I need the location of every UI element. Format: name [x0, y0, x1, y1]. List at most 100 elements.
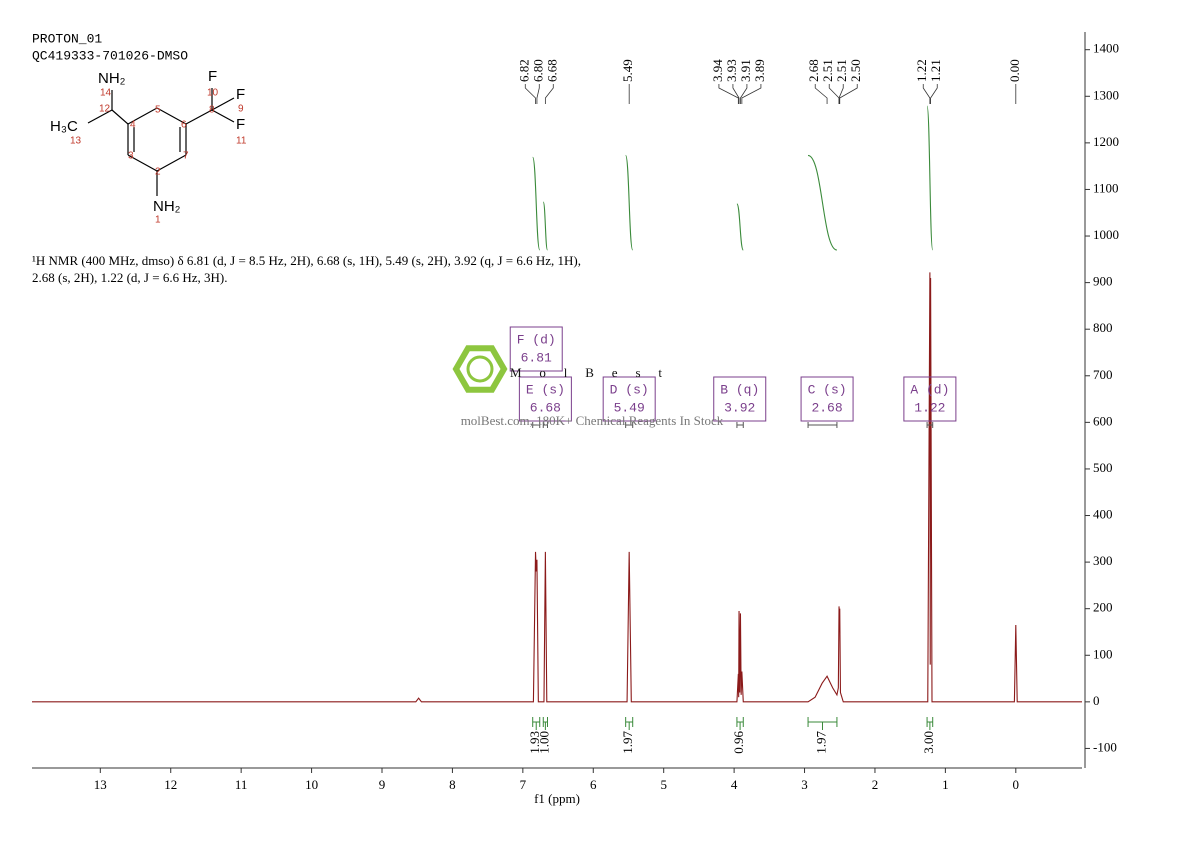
integral-value: 1.97: [620, 731, 635, 754]
y-tick-label: -100: [1093, 739, 1117, 754]
watermark-logo-ring: [466, 355, 494, 383]
integral-bracket: [625, 717, 634, 730]
multiplet-range: [807, 422, 838, 428]
x-tick-label: 9: [379, 777, 386, 792]
atom-label: F: [208, 68, 217, 85]
atom-number: 3: [128, 151, 134, 162]
multiplet-shift: 3.92: [724, 400, 755, 415]
peak-label: 1.21: [928, 59, 943, 82]
x-tick-label: 10: [305, 777, 318, 792]
x-tick-label: 3: [801, 777, 808, 792]
peak-label: 2.68: [806, 59, 821, 82]
x-tick-label: 12: [164, 777, 177, 792]
multiplet-name: E (s): [526, 382, 565, 397]
integral-curve: [532, 156, 541, 251]
peak-label: 6.80: [530, 59, 545, 82]
multiplet-box: D (s) 5.49: [602, 376, 656, 422]
multiplet-name: B (q): [720, 382, 759, 397]
multiplet-range: [532, 422, 541, 428]
peak-leader: [814, 84, 828, 104]
peak-label: 3.94: [710, 59, 725, 82]
peak-leader: [838, 84, 844, 104]
y-tick-label: 600: [1093, 413, 1113, 428]
multiplet-shift: 6.81: [521, 350, 552, 365]
chart-title: PROTON_01: [32, 31, 102, 46]
peak-leader: [839, 84, 858, 104]
peak-leader: [524, 84, 536, 104]
y-tick-label: 0: [1093, 693, 1100, 708]
atom-label: NH₂: [98, 70, 126, 87]
peak-leader: [930, 84, 938, 104]
atom-number: 11: [236, 136, 247, 147]
integral-bracket: [532, 717, 541, 730]
y-tick-label: 100: [1093, 646, 1113, 661]
multiplet-range: [926, 422, 934, 428]
multiplet-range: [625, 422, 634, 428]
atom-label: NH₂: [153, 198, 181, 215]
peak-label: 1.22: [914, 59, 929, 82]
y-tick-label: 1100: [1093, 180, 1119, 195]
peak-label: 5.49: [620, 59, 635, 82]
x-tick-label: 4: [731, 777, 738, 792]
atom-number: 9: [238, 104, 244, 115]
bond: [211, 109, 235, 123]
spectrum-line: [32, 272, 1082, 703]
y-tick-label: 900: [1093, 274, 1113, 289]
atom-number: 2: [155, 167, 161, 178]
multiplet-shift: 5.49: [614, 400, 645, 415]
x-tick-label: 11: [235, 777, 248, 792]
multiplet-frame: [518, 376, 572, 422]
watermark-tagline: molBest.com, 180K+ Chemical Reagents In …: [461, 413, 724, 428]
x-tick-label: 2: [872, 777, 879, 792]
multiplet-frame: [509, 326, 563, 372]
multiplet-name: A (d): [910, 382, 949, 397]
bond: [185, 109, 213, 125]
peak-label: 2.50: [848, 59, 863, 82]
peak-label: 0.00: [1007, 59, 1022, 82]
peak-label: 6.82: [516, 59, 531, 82]
atom-number: 7: [183, 151, 189, 162]
y-tick-label: 500: [1093, 460, 1113, 475]
bond: [156, 107, 187, 125]
peak-leader: [741, 84, 762, 104]
atom-number: 6: [181, 120, 187, 131]
integral-value: 3.00: [921, 731, 936, 754]
atom-number: 8: [209, 105, 215, 116]
atom-label: F: [236, 116, 245, 133]
x-tick-label: 8: [449, 777, 456, 792]
y-tick-label: 800: [1093, 320, 1113, 335]
x-tick-label: 1: [942, 777, 949, 792]
multiplet-box: E (s) 6.68: [518, 376, 572, 422]
y-tick-label: 1200: [1093, 134, 1119, 149]
bond: [156, 154, 187, 172]
integral-bracket: [926, 717, 934, 730]
atom-number: 10: [207, 88, 219, 99]
multiplet-name: F (d): [517, 332, 556, 347]
peak-label: 6.68: [544, 59, 559, 82]
bond: [87, 109, 113, 124]
atom-number: 14: [100, 88, 112, 99]
bond: [111, 109, 129, 125]
multiplet-range: [542, 422, 548, 428]
molecule: NH₂ H₃C F F F NH₂ 14 12 13 4 5 6 3 2 7 8…: [50, 68, 247, 226]
peak-label: 2.51: [834, 59, 849, 82]
integral-curve: [625, 154, 634, 251]
bond: [127, 107, 158, 125]
multiplet-name: D (s): [610, 382, 649, 397]
x-tick-label: 0: [1013, 777, 1020, 792]
integral-bracket: [736, 717, 744, 730]
multiplet-box: A (d) 1.22: [903, 376, 957, 422]
multiplet-box: B (q) 3.92: [713, 376, 767, 422]
atom-number: 13: [70, 136, 82, 147]
multiplet-shift: 2.68: [811, 400, 842, 415]
watermark-logo-hexagon: [452, 345, 508, 393]
y-tick-label: 700: [1093, 367, 1113, 382]
watermark: MolBest molBest.com, 180K+ Chemical Reage…: [452, 345, 724, 428]
y-tick-label: 400: [1093, 507, 1113, 522]
x-tick-label: 13: [94, 777, 107, 792]
integral-value: 1.93: [527, 731, 542, 754]
atom-label: H₃C: [50, 118, 78, 135]
peak-leader: [718, 84, 739, 104]
